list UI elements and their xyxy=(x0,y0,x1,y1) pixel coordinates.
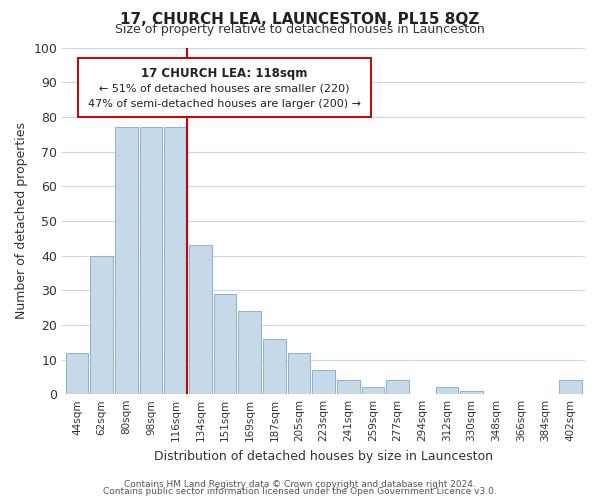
Text: Contains public sector information licensed under the Open Government Licence v3: Contains public sector information licen… xyxy=(103,488,497,496)
Text: 17 CHURCH LEA: 118sqm: 17 CHURCH LEA: 118sqm xyxy=(141,66,308,80)
Bar xyxy=(460,390,483,394)
Text: 47% of semi-detached houses are larger (200) →: 47% of semi-detached houses are larger (… xyxy=(88,99,361,109)
Bar xyxy=(263,338,286,394)
Bar xyxy=(140,127,163,394)
Bar xyxy=(362,387,384,394)
Text: Size of property relative to detached houses in Launceston: Size of property relative to detached ho… xyxy=(115,23,485,36)
Bar xyxy=(164,127,187,394)
Bar xyxy=(66,352,88,394)
Bar xyxy=(189,245,212,394)
Y-axis label: Number of detached properties: Number of detached properties xyxy=(15,122,28,320)
Bar xyxy=(115,127,138,394)
Bar xyxy=(337,380,359,394)
Bar xyxy=(436,387,458,394)
Bar xyxy=(386,380,409,394)
X-axis label: Distribution of detached houses by size in Launceston: Distribution of detached houses by size … xyxy=(154,450,493,462)
FancyBboxPatch shape xyxy=(78,58,371,117)
Text: 17, CHURCH LEA, LAUNCESTON, PL15 8QZ: 17, CHURCH LEA, LAUNCESTON, PL15 8QZ xyxy=(121,12,479,28)
Text: Contains HM Land Registry data © Crown copyright and database right 2024.: Contains HM Land Registry data © Crown c… xyxy=(124,480,476,489)
Bar xyxy=(91,256,113,394)
Bar xyxy=(214,294,236,394)
Bar xyxy=(559,380,581,394)
Bar xyxy=(287,352,310,394)
Bar xyxy=(238,311,261,394)
Bar xyxy=(313,370,335,394)
Text: ← 51% of detached houses are smaller (220): ← 51% of detached houses are smaller (22… xyxy=(99,83,350,93)
